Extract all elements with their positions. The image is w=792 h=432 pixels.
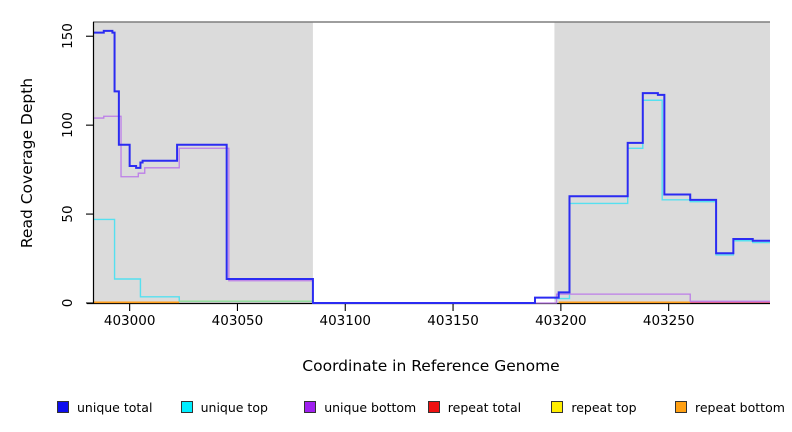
series-line-unique-top — [93, 99, 770, 302]
legend-swatch-unique-bottom — [304, 401, 317, 413]
legend-item-unique-total: unique total — [50, 400, 174, 415]
legend-swatch-repeat-bottom — [674, 401, 687, 413]
legend-item-repeat-total: repeat total — [421, 400, 545, 415]
legend-swatch-repeat-total — [427, 401, 440, 413]
legend: unique total unique top unique bottom re… — [50, 398, 792, 416]
legend-label: repeat total — [447, 399, 522, 415]
legend-item-repeat-top: repeat top — [544, 400, 668, 415]
x-axis-title: Coordinate in Reference Genome — [302, 357, 560, 375]
legend-item-repeat-bottom: repeat bottom — [668, 400, 792, 415]
series-line-unique-total — [93, 29, 770, 304]
y-axis-title: Read Coverage Depth — [18, 77, 36, 249]
legend-item-unique-bottom: unique bottom — [297, 400, 421, 415]
shaded-repeat-region-left — [93, 22, 313, 303]
x-tick-label-403250: 403250 — [642, 313, 695, 329]
legend-label: unique total — [77, 399, 153, 415]
y-tick-label-50: 50 — [60, 205, 76, 223]
x-tick-label-403200: 403200 — [535, 313, 587, 329]
x-tick-label-403150: 403150 — [427, 313, 479, 329]
x-tick-label-403050: 403050 — [211, 313, 264, 329]
legend-label: repeat top — [571, 399, 637, 415]
legend-swatch-unique-top — [180, 401, 193, 413]
legend-swatch-unique-total — [57, 401, 69, 413]
y-tick-label-100: 100 — [60, 112, 76, 139]
series-line-unique-bottom — [93, 115, 770, 304]
x-tick-label-403100: 403100 — [319, 313, 372, 329]
y-tick-label-150: 150 — [60, 23, 76, 50]
x-tick-label-403000: 403000 — [103, 313, 156, 329]
y-tick-label-0: 0 — [60, 298, 76, 308]
legend-swatch-repeat-top — [551, 401, 564, 413]
legend-item-unique-top: unique top — [174, 400, 298, 415]
legend-label: unique top — [200, 399, 268, 415]
legend-label: unique bottom — [324, 399, 417, 415]
legend-label: repeat bottom — [694, 399, 785, 415]
